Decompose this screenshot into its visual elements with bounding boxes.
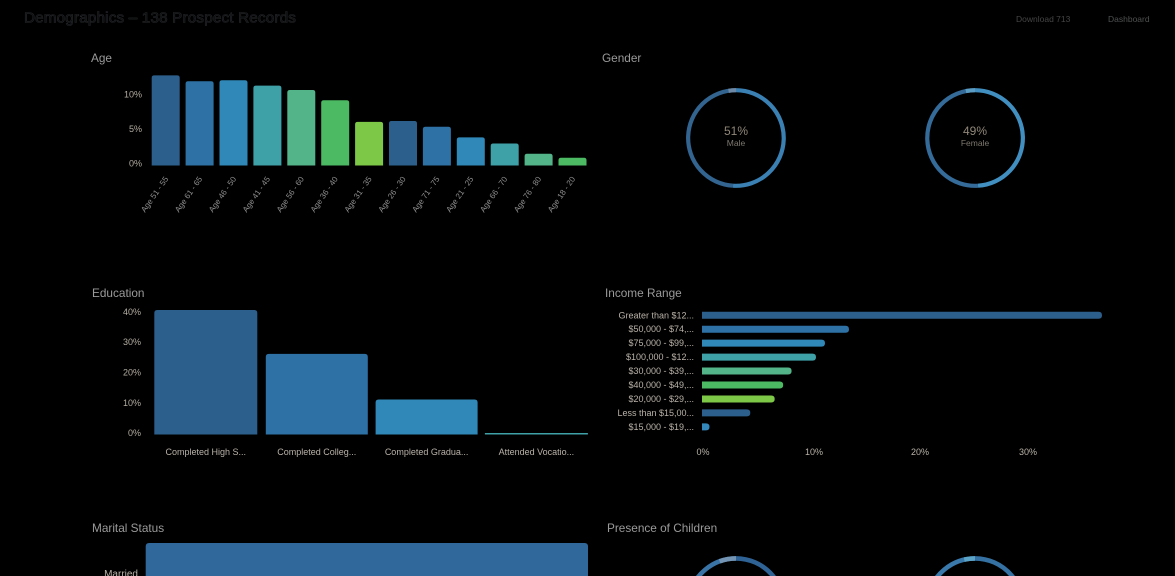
svg-text:49%: 49%	[963, 124, 987, 138]
svg-text:Demographics – 138 Prospect Re: Demographics – 138 Prospect Records	[24, 10, 296, 27]
svg-text:Attended Vocatio...: Attended Vocatio...	[499, 447, 575, 457]
svg-text:Download 713: Download 713	[1016, 14, 1071, 24]
svg-text:$30,000 - $39,...: $30,000 - $39,...	[628, 366, 694, 376]
svg-text:Greater than $12...: Greater than $12...	[618, 310, 694, 320]
svg-text:$100,000 - $12...: $100,000 - $12...	[626, 352, 694, 362]
svg-text:10%: 10%	[805, 447, 823, 457]
svg-text:$75,000 - $99,...: $75,000 - $99,...	[628, 338, 694, 348]
svg-text:$40,000 - $49,...: $40,000 - $49,...	[628, 380, 694, 390]
svg-text:51%: 51%	[724, 124, 748, 138]
svg-text:Completed High S...: Completed High S...	[166, 447, 247, 457]
svg-text:Presence of Children: Presence of Children	[607, 521, 717, 535]
svg-text:30%: 30%	[1019, 447, 1037, 457]
svg-text:$15,000 - $19,...: $15,000 - $19,...	[628, 422, 694, 432]
svg-text:Income Range: Income Range	[605, 286, 682, 300]
svg-text:0%: 0%	[128, 428, 141, 438]
svg-text:Marital Status: Marital Status	[92, 521, 164, 535]
svg-text:Male: Male	[727, 138, 746, 148]
svg-text:5%: 5%	[129, 124, 142, 134]
svg-text:$20,000 - $29,...: $20,000 - $29,...	[628, 394, 694, 404]
svg-text:$50,000 - $74,...: $50,000 - $74,...	[628, 324, 694, 334]
svg-text:40%: 40%	[123, 307, 141, 317]
svg-text:Completed Gradua...: Completed Gradua...	[385, 447, 469, 457]
svg-text:Married: Married	[104, 569, 138, 576]
svg-text:10%: 10%	[123, 398, 141, 408]
svg-text:20%: 20%	[123, 368, 141, 378]
svg-text:Dashboard: Dashboard	[1108, 14, 1150, 24]
svg-text:Completed Colleg...: Completed Colleg...	[277, 447, 356, 457]
svg-text:10%: 10%	[124, 89, 142, 99]
svg-text:Less than $15,00...: Less than $15,00...	[617, 408, 694, 418]
svg-text:Education: Education	[92, 286, 144, 300]
svg-text:Age: Age	[91, 51, 112, 65]
svg-text:20%: 20%	[911, 447, 929, 457]
svg-text:0%: 0%	[696, 447, 709, 457]
svg-text:Female: Female	[961, 138, 990, 148]
svg-text:0%: 0%	[129, 158, 142, 168]
svg-text:30%: 30%	[123, 337, 141, 347]
svg-text:Gender: Gender	[602, 51, 641, 65]
